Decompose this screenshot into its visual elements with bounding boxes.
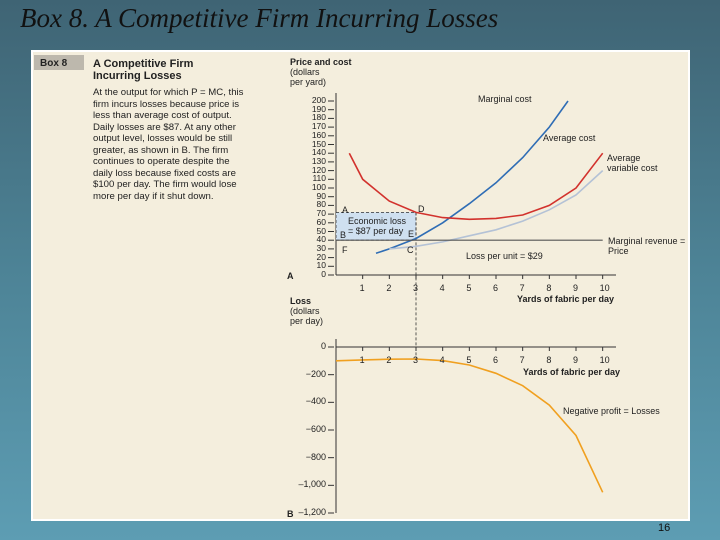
y-tick-label: 50: [316, 225, 326, 236]
x-tick-label: 1: [359, 355, 365, 365]
y-tick-label: −600: [305, 424, 326, 434]
annotation: B: [340, 230, 347, 240]
y-tick-label: 150: [311, 138, 326, 149]
x-tick-label: 3: [413, 283, 419, 293]
x-tick-label: 9: [573, 355, 579, 365]
x-tick-label: 6: [493, 283, 499, 293]
y-tick-label: 20: [316, 251, 326, 262]
y-tick-label: 0: [321, 269, 326, 279]
box-label-bg: [34, 55, 84, 70]
y-tick-label: 70: [316, 208, 326, 219]
series-line: [348, 152, 604, 221]
y-tick-label: 10: [316, 260, 326, 271]
y-tick-label: 30: [316, 242, 326, 253]
y-tick-label: 80: [316, 199, 326, 210]
annotation: C: [407, 245, 414, 255]
page-number: 16: [658, 522, 671, 534]
y-tick-label: 190: [311, 103, 326, 114]
annotation: A: [342, 205, 349, 215]
y-axis-unit: (dollars per day): [290, 306, 324, 326]
y-tick-label: 140: [311, 147, 326, 158]
y-tick-label: −200: [305, 368, 326, 379]
y-tick-label: 170: [311, 121, 326, 132]
y-tick-label: −800: [305, 451, 326, 462]
y-axis-title: Price and cost: [290, 57, 352, 67]
series-line: [375, 100, 569, 255]
x-tick-label: 3: [413, 355, 419, 365]
y-tick-label: 90: [316, 190, 326, 201]
slide-title: Box 8. A Competitive Firm Incurring Loss…: [20, 3, 499, 33]
series-line: [389, 170, 604, 250]
x-tick-label: 8: [546, 355, 552, 365]
y-tick-label: 110: [312, 173, 326, 184]
y-tick-label: 200: [311, 95, 326, 105]
series-label: Average cost: [543, 133, 596, 143]
loss-area: [335, 211, 417, 241]
y-axis-unit: (dollars per yard): [290, 67, 327, 87]
y-tick-label: 160: [311, 129, 326, 140]
y-tick-label: 100: [311, 182, 326, 192]
series-line: [335, 358, 604, 493]
y-tick-label: 0: [320, 341, 326, 351]
series-label: Marginal revenue = Price: [608, 236, 686, 256]
annotation: F: [342, 245, 348, 255]
box-label: Box 8: [40, 58, 68, 69]
y-tick-label: −400: [305, 396, 326, 407]
panel-label: A: [287, 271, 294, 281]
x-tick-label: 9: [573, 283, 579, 293]
box-text: At the output for which P = MC, this fir…: [93, 87, 244, 202]
annotation: Loss per unit = $29: [466, 251, 543, 261]
series-label: Negative profit = Losses: [563, 406, 660, 416]
x-axis-title: Yards of fabric per day: [517, 294, 615, 304]
annotation: E: [408, 229, 415, 239]
y-tick-label: 180: [311, 112, 326, 123]
x-tick-label: 4: [439, 283, 445, 293]
x-axis-title: Yards of fabric per day: [523, 367, 621, 377]
x-tick-label: 7: [519, 355, 525, 365]
y-tick-label: –1,000: [298, 479, 326, 490]
annotation: D: [418, 204, 425, 214]
x-tick-label: 5: [466, 355, 472, 365]
x-tick-label: 4: [439, 355, 445, 365]
x-tick-label: 8: [546, 283, 552, 293]
box-title: A Competitive Firm Incurring Losses: [93, 58, 194, 83]
y-tick-label: –1,200: [298, 507, 326, 517]
x-tick-label: 7: [519, 283, 525, 293]
y-tick-label: 40: [316, 234, 326, 245]
x-tick-label: 10: [599, 283, 610, 293]
x-tick-label: 1: [359, 283, 365, 293]
series-label: Average variable cost: [607, 153, 658, 173]
x-tick-label: 6: [493, 355, 499, 365]
panel-label: B: [287, 509, 294, 519]
y-axis-title: Loss: [290, 296, 312, 306]
x-tick-label: 2: [386, 283, 392, 293]
annotation: Economic loss = $87 per day: [348, 216, 407, 236]
x-tick-label: 10: [599, 355, 610, 365]
series-label: Marginal cost: [478, 94, 532, 104]
y-tick-label: 120: [311, 164, 326, 175]
y-tick-label: 60: [316, 216, 326, 227]
y-tick-label: 130: [311, 155, 326, 166]
x-tick-label: 5: [466, 283, 472, 293]
x-tick-label: 2: [386, 355, 392, 365]
